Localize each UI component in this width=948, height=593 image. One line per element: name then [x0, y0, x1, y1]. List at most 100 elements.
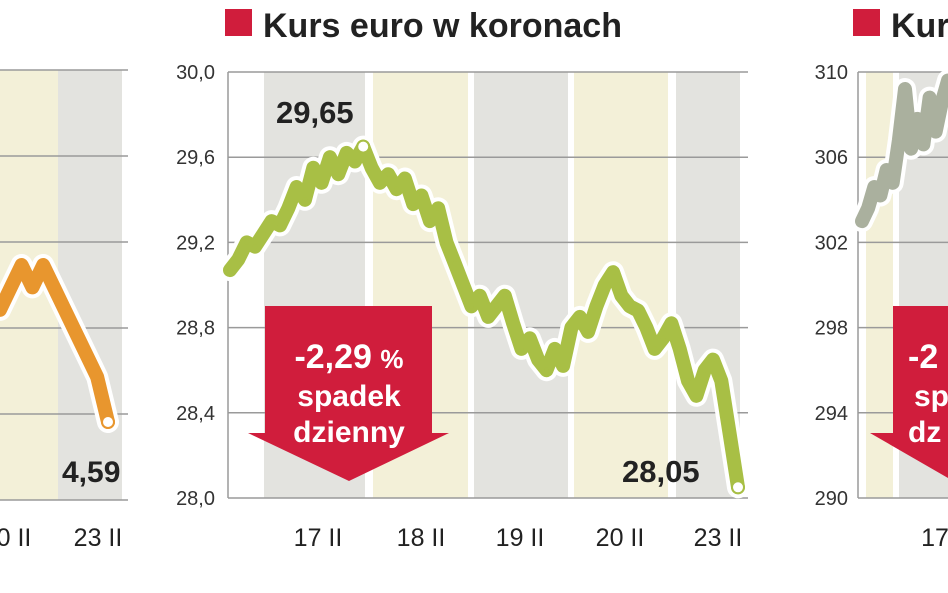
center-chart: Kurs euro w koronach 30,0 29,6 29,2 28,8 28,…	[176, 7, 749, 552]
right-point-10	[920, 141, 926, 147]
left-point-6	[62, 307, 68, 313]
left-point-7	[73, 329, 79, 335]
right-point-8	[908, 146, 914, 152]
center-marker-61	[731, 480, 745, 495]
left-point-8	[83, 352, 89, 358]
right-chart-title: Kur	[891, 7, 948, 45]
left-point-9	[94, 374, 100, 380]
center-x-tick-4: 23 II	[694, 524, 743, 552]
left-point-0	[0, 307, 3, 313]
center-point-23	[419, 193, 424, 198]
center-point-34	[510, 320, 516, 326]
left-point-3	[29, 284, 35, 290]
center-point-7	[285, 205, 291, 211]
right-y-tick-4: 294	[815, 403, 848, 425]
left-series-line	[0, 254, 119, 433]
center-max-label: 29,65	[276, 95, 354, 130]
right-point-9	[914, 116, 920, 122]
center-point-6	[277, 222, 283, 228]
right-point-4	[884, 167, 890, 173]
center-point-5	[269, 218, 275, 224]
center-point-39	[552, 346, 558, 352]
center-point-60	[727, 431, 733, 437]
center-point-11	[319, 180, 325, 186]
center-point-54	[677, 346, 683, 352]
right-point-5	[890, 180, 896, 186]
center-point-57	[702, 367, 708, 373]
right-drop-badge-line2: sp	[914, 380, 948, 413]
drop-badge-unit: %	[380, 344, 403, 374]
right-series-line	[851, 69, 948, 233]
center-point-15	[352, 159, 358, 164]
center-point-56	[693, 393, 699, 399]
right-chart: Kur 310 306 302 298 294 290 -2 sp dz 17	[815, 7, 948, 552]
center-y-tick-3: 28,8	[176, 318, 215, 340]
center-x-tick-2: 19 II	[496, 524, 545, 552]
center-x-tick-1: 18 II	[397, 524, 446, 552]
center-point-9	[302, 197, 308, 203]
center-point-2	[244, 239, 250, 245]
center-point-14	[344, 150, 350, 156]
center-point-38	[544, 367, 549, 373]
center-point-52	[660, 335, 666, 341]
right-drop-badge-arrow	[870, 306, 948, 478]
center-x-tick-3: 20 II	[596, 524, 645, 552]
right-point-14	[945, 78, 948, 83]
center-point-1	[235, 256, 241, 262]
center-point-0	[227, 267, 233, 273]
center-point-35	[519, 346, 524, 352]
right-y-tick-1: 306	[815, 147, 848, 169]
right-point-1	[865, 205, 871, 211]
center-point-10	[310, 165, 316, 171]
left-point-5	[51, 284, 57, 290]
left-marker-10	[101, 415, 115, 429]
center-point-27	[452, 261, 458, 267]
center-point-37	[535, 357, 541, 363]
center-point-4	[260, 231, 266, 237]
center-point-17	[369, 165, 375, 171]
center-point-8	[294, 184, 300, 190]
center-point-24	[427, 218, 433, 224]
right-y-tick-3: 298	[815, 318, 848, 340]
center-x-tick-labels: 17 II 18 II 19 II 20 II 23 II	[294, 524, 743, 552]
right-point-6	[896, 137, 902, 143]
center-point-50	[643, 325, 649, 331]
center-series-line	[219, 135, 749, 499]
center-y-tick-labels: 30,0 29,6 29,2 28,8 28,4 28,0	[176, 62, 215, 510]
left-point-2	[19, 262, 25, 268]
center-point-28	[460, 282, 466, 288]
center-point-21	[402, 176, 408, 181]
drop-badge-number: -2,29	[294, 338, 372, 376]
center-point-18	[377, 180, 383, 186]
center-point-30	[477, 293, 483, 299]
right-drop-badge-value: -2	[908, 338, 938, 376]
center-point-59	[718, 378, 724, 384]
center-point-41	[568, 325, 574, 331]
center-y-tick-2: 29,2	[176, 232, 215, 254]
right-title-square-icon	[853, 9, 880, 36]
drop-badge-line3: dzienny	[293, 416, 405, 449]
left-point-4	[40, 262, 46, 268]
right-y-tick-labels: 310 306 302 298 294 290	[815, 62, 848, 510]
right-point-12	[933, 129, 939, 135]
center-point-29	[469, 303, 474, 309]
center-point-49	[635, 308, 641, 314]
center-y-tick-4: 28,4	[176, 403, 215, 425]
center-point-3	[252, 244, 258, 250]
left-x-tick-labels: 0 II 23 II	[0, 524, 122, 552]
right-drop-badge-line3: dz	[908, 416, 941, 449]
center-band-2	[474, 72, 568, 498]
center-y-tick-5: 28,0	[176, 488, 215, 510]
right-y-tick-5: 290	[815, 488, 848, 510]
right-drop-badge: -2 sp dz	[870, 306, 948, 478]
center-x-tick-0: 17 II	[294, 524, 343, 552]
left-point-1	[8, 284, 14, 290]
center-point-55	[685, 378, 691, 384]
drop-badge-line2: spadek	[297, 380, 401, 413]
left-band-1	[58, 70, 122, 500]
center-line	[223, 139, 745, 495]
center-y-tick-0: 30,0	[176, 62, 215, 84]
center-point-12	[327, 154, 333, 160]
right-x-tick-labels: 17	[921, 524, 948, 552]
